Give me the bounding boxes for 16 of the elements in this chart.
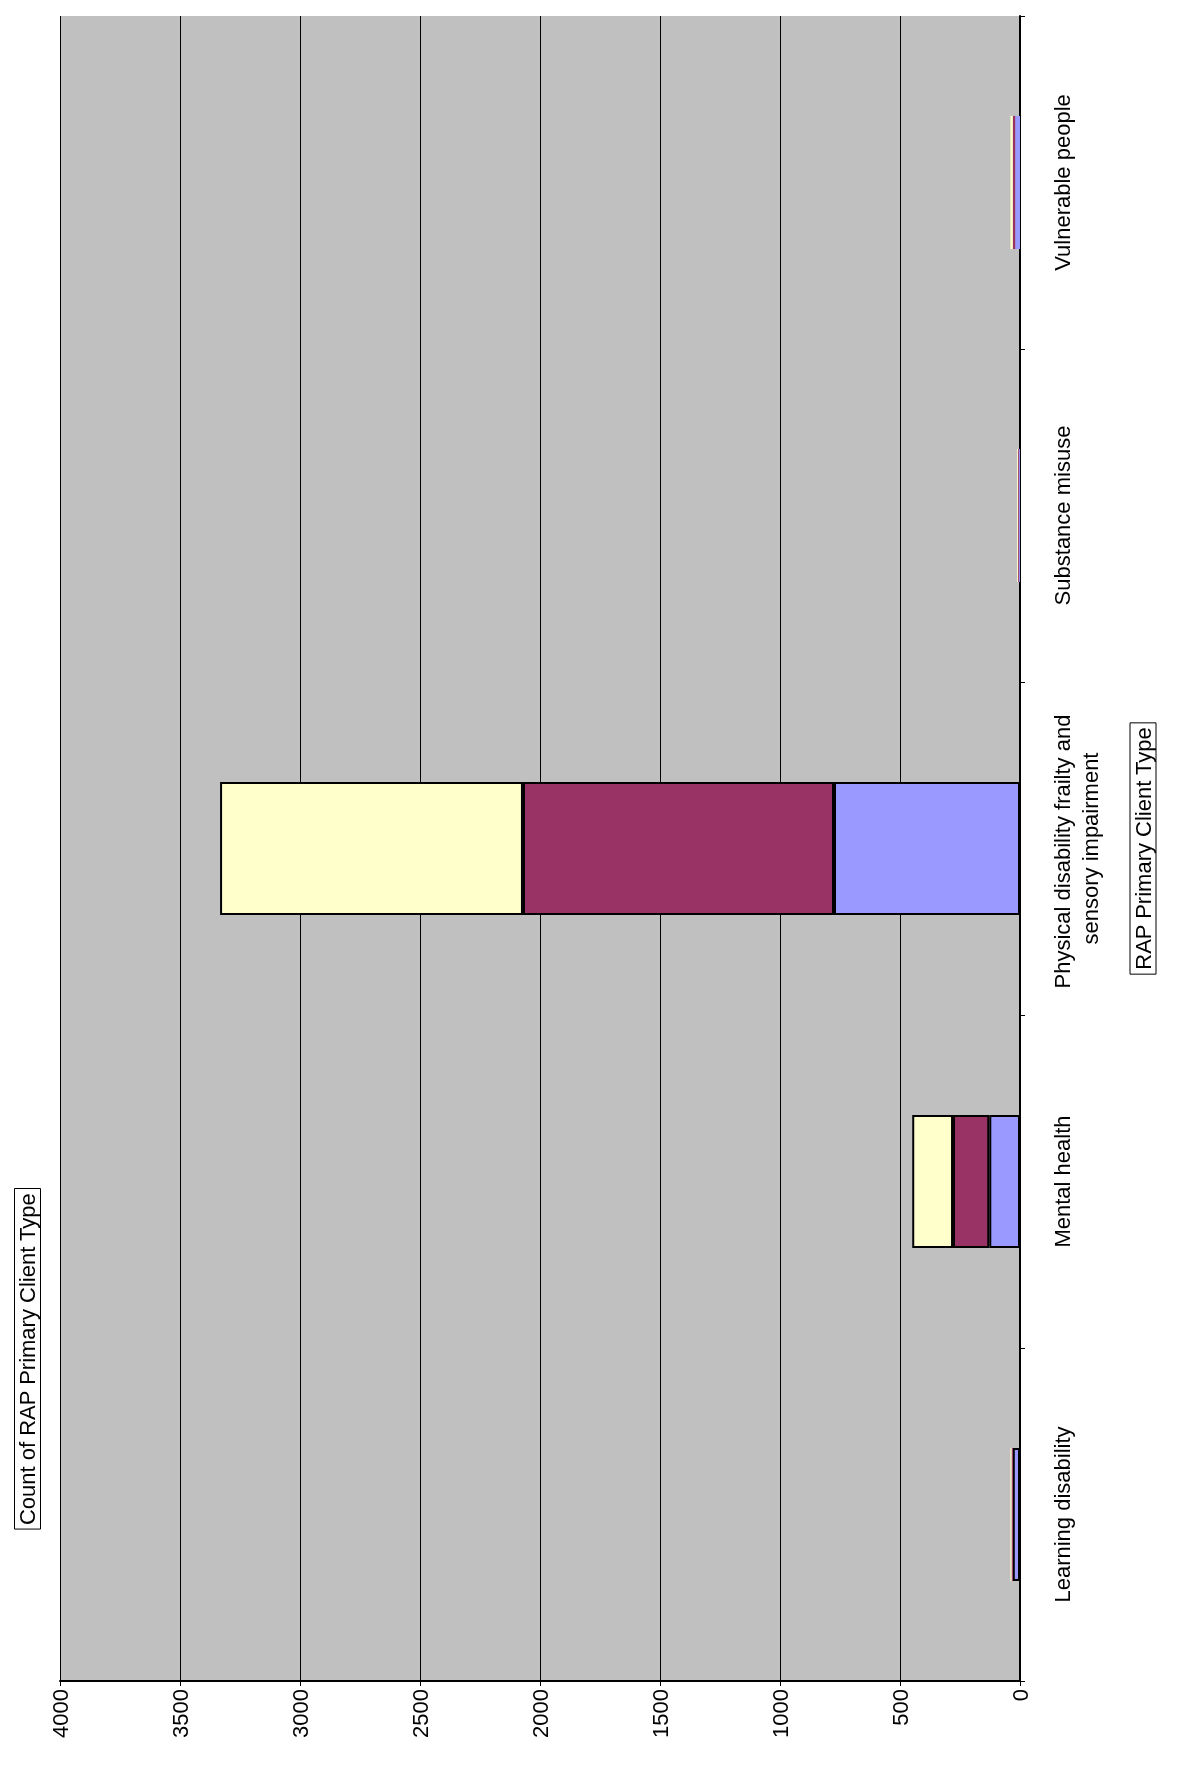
y-tick-label: Substance misuse	[1049, 425, 1075, 606]
x-tick-label: 0	[1007, 1689, 1033, 1702]
x-tick-label: 1500	[647, 1689, 673, 1738]
y-tick-label: Mental health	[1049, 1115, 1075, 1248]
x-tick-label: 500	[887, 1689, 913, 1726]
x-tick-label: 2000	[527, 1689, 553, 1738]
x-tick-label: 3000	[287, 1689, 313, 1738]
y-tick-label: Vulnerable people	[1049, 94, 1075, 271]
y-axis-title: RAP Primary Client Type	[1130, 727, 1156, 970]
x-tick-label: 2500	[407, 1689, 433, 1738]
x-tick-label: 3500	[167, 1689, 193, 1738]
x-tick-label: 1000	[767, 1689, 793, 1738]
text: Count of RAP Primary Client Type	[15, 1193, 40, 1526]
x-tick-label: 4000	[47, 1689, 73, 1738]
y-tick-label: Learning disability	[1049, 1426, 1075, 1603]
y-tick-label: Physical disability frailty and sensory impairment	[1049, 708, 1103, 989]
